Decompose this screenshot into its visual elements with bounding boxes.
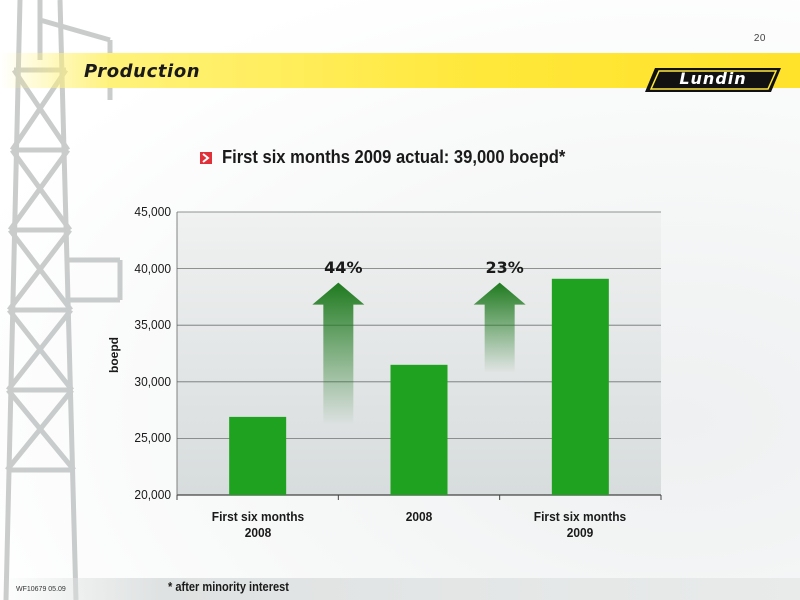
slide-title: Production (84, 61, 201, 82)
growth-label: 23% (485, 257, 524, 277)
logo-text: Lundin (679, 69, 747, 88)
lundin-logo-icon (645, 68, 781, 92)
arrow-bullet-icon (200, 152, 212, 164)
growth-arrow-icon (312, 282, 365, 425)
y-tick-label: 25,000 (134, 430, 171, 446)
x-tick-label: First six months 2009 (534, 509, 627, 540)
headline: First six months 2009 actual: 39,000 boe… (222, 147, 566, 167)
footer-band (0, 578, 800, 600)
x-tick-label: First six months 2008 (211, 509, 304, 540)
bar (229, 416, 287, 495)
document-code: WF10679 05.09 (16, 586, 66, 593)
y-tick-label: 35,000 (134, 317, 171, 333)
y-tick-label: 20,000 (134, 487, 171, 502)
bar (551, 278, 609, 495)
y-axis-label: boepd (107, 337, 121, 373)
x-tick-label: 2008 (405, 509, 433, 524)
growth-label: 44% (324, 257, 363, 277)
page-number: 20 (753, 33, 766, 44)
y-tick-label: 45,000 (134, 204, 171, 219)
y-tick-label: 40,000 (134, 260, 171, 276)
footnote: * after minority interest (168, 579, 289, 594)
y-tick-label: 30,000 (134, 373, 171, 389)
growth-arrow-icon (473, 282, 526, 373)
bar (390, 364, 448, 495)
